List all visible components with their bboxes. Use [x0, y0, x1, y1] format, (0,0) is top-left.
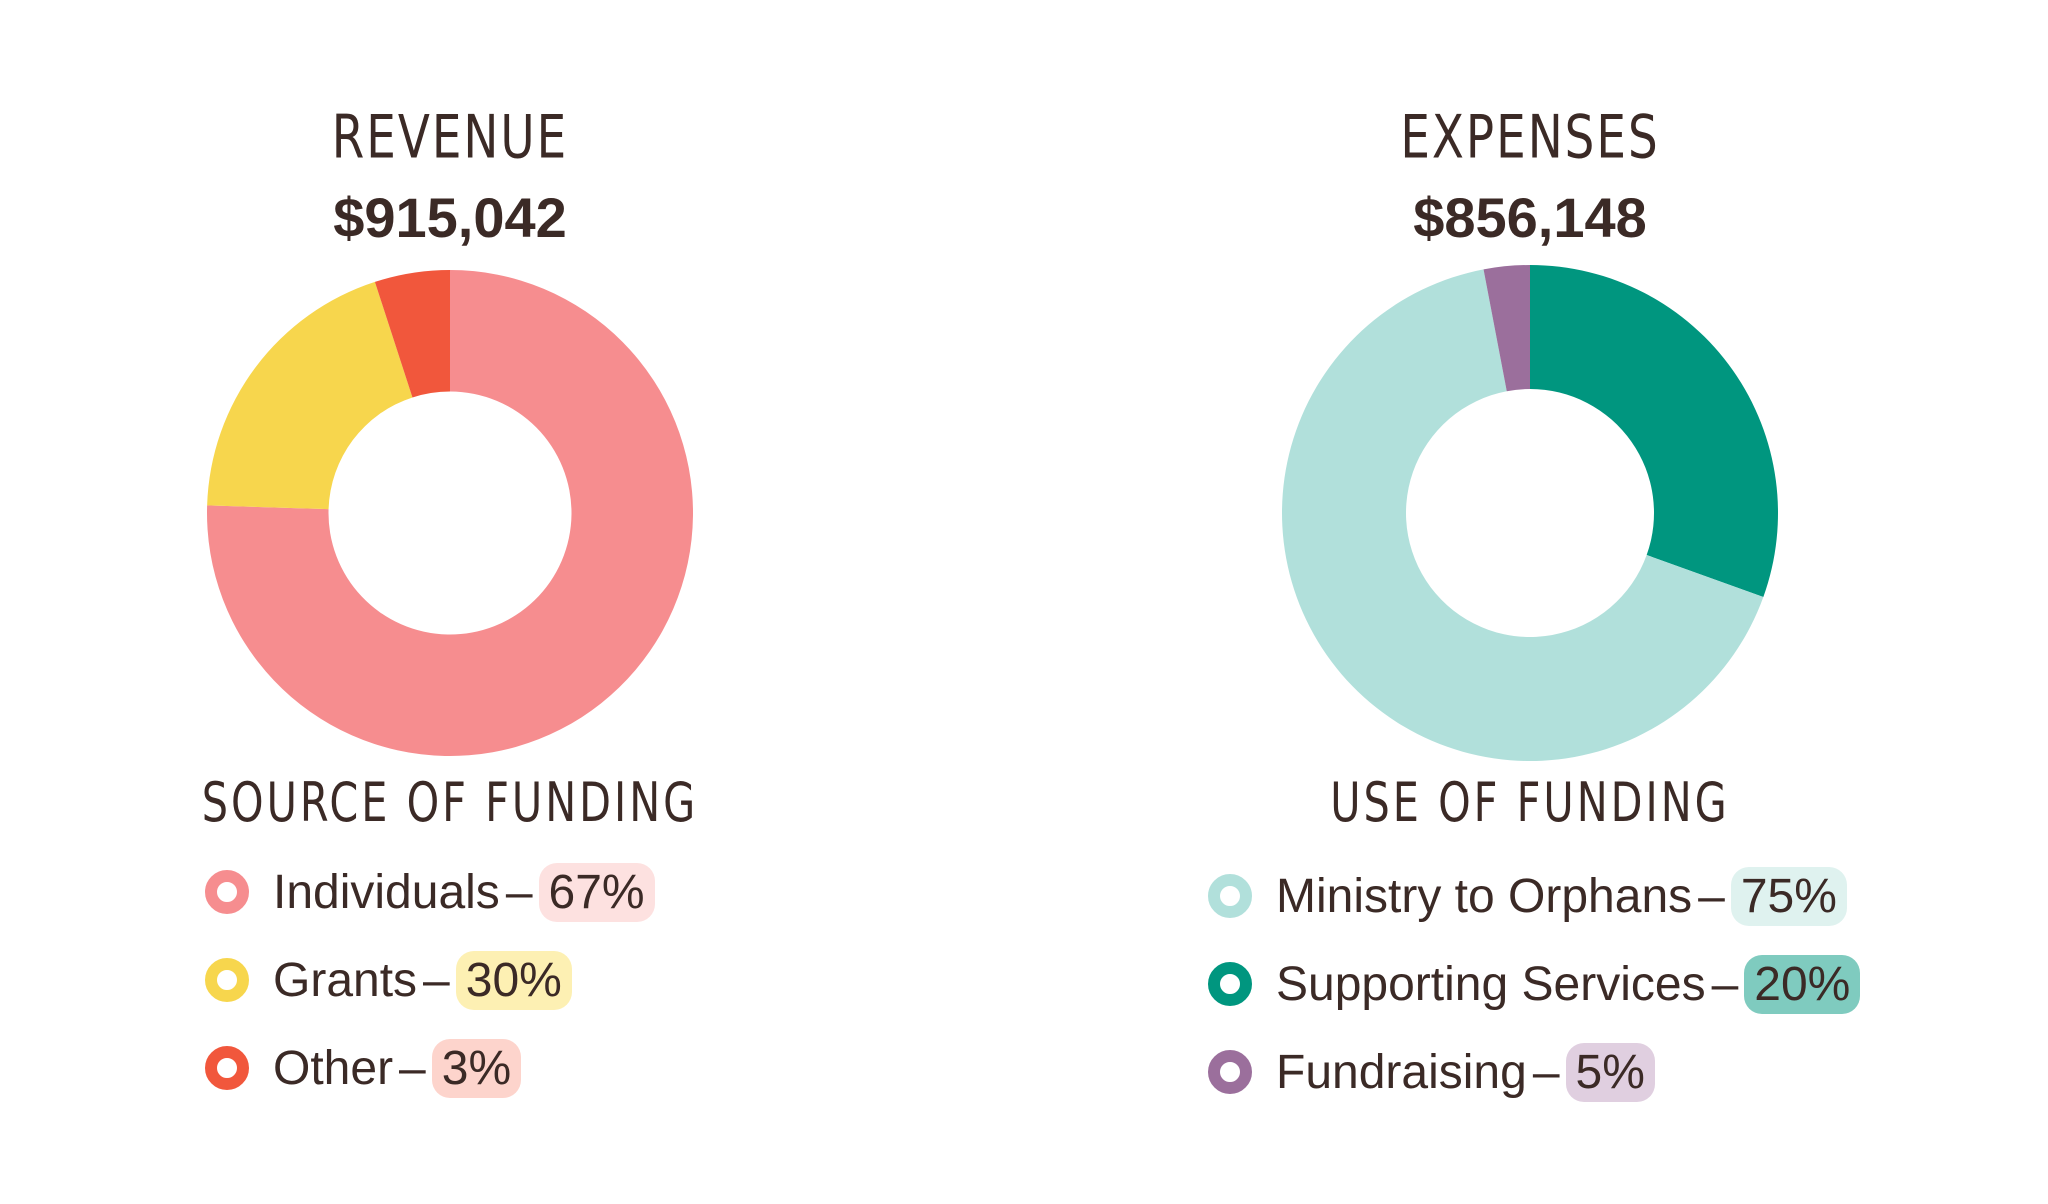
legend-ring-icon	[205, 870, 249, 914]
revenue-title: REVENUE	[331, 103, 569, 173]
revenue-total: $915,042	[333, 186, 567, 249]
legend-label: Other	[273, 1041, 394, 1095]
legend-percentage: 5%	[1565, 1042, 1655, 1102]
revenue-legend: Individuals –67% Grants –30% Other –3%	[205, 862, 655, 1126]
legend-ring-icon	[205, 958, 249, 1002]
legend-dash: –	[423, 953, 450, 1007]
legend-dash: –	[1698, 869, 1725, 923]
legend-label: Individuals	[273, 865, 500, 919]
legend-percentage: 3%	[431, 1038, 522, 1098]
expenses-legend: Ministry to Orphans –75% Supporting Servic…	[1208, 866, 1861, 1130]
expenses-panel: EXPENSES $856,148 USE OF FUNDING Ministr…	[1080, 0, 1980, 1204]
legend-item-other: Other –3%	[205, 1038, 655, 1098]
legend-dash: –	[505, 865, 533, 919]
legend-percentage: 67%	[538, 862, 655, 922]
legend-item-ministry-to-orphans: Ministry to Orphans –75%	[1208, 866, 1860, 926]
revenue-panel: REVENUE $915,042 SOURCE OF FUNDING Indiv…	[0, 0, 900, 1204]
revenue-donut-chart	[207, 270, 694, 756]
legend-item-supporting-services: Supporting Services –20%	[1208, 954, 1861, 1014]
donut-slice-other	[374, 270, 450, 398]
legend-item-fundraising: Fundraising –5%	[1208, 1042, 1860, 1102]
expenses-donut-chart	[1282, 265, 1778, 761]
donut-slice-ministry-to-orphans	[1282, 269, 1764, 761]
legend-percentage: 20%	[1744, 954, 1861, 1014]
expenses-title: EXPENSES	[1400, 103, 1660, 173]
legend-percentage: 30%	[455, 950, 572, 1010]
donut-slice-supporting-services	[1530, 265, 1778, 598]
legend-label: Fundraising	[1276, 1045, 1527, 1099]
donut-slice-individuals	[207, 270, 694, 756]
donut-slice-fundraising	[1483, 265, 1530, 392]
legend-ring-icon	[205, 1046, 249, 1090]
legend-label: Ministry to Orphans	[1276, 869, 1693, 923]
legend-percentage: 75%	[1730, 866, 1847, 926]
legend-label: Supporting Services	[1276, 957, 1706, 1011]
legend-ring-icon	[1208, 1050, 1252, 1094]
legend-dash: –	[1532, 1045, 1560, 1099]
legend-dash: –	[1711, 957, 1739, 1011]
legend-dash: –	[399, 1041, 426, 1095]
legend-ring-icon	[1208, 962, 1252, 1006]
revenue-subtitle: SOURCE OF FUNDING	[201, 770, 699, 834]
legend-label: Grants	[273, 953, 418, 1007]
legend-item-individuals: Individuals –67%	[205, 862, 655, 922]
legend-ring-icon	[1208, 874, 1252, 918]
legend-item-grants: Grants –30%	[205, 950, 655, 1010]
expenses-subtitle: USE OF FUNDING	[1330, 770, 1730, 834]
donut-slice-grants	[207, 281, 413, 510]
expenses-total: $856,148	[1413, 186, 1647, 249]
